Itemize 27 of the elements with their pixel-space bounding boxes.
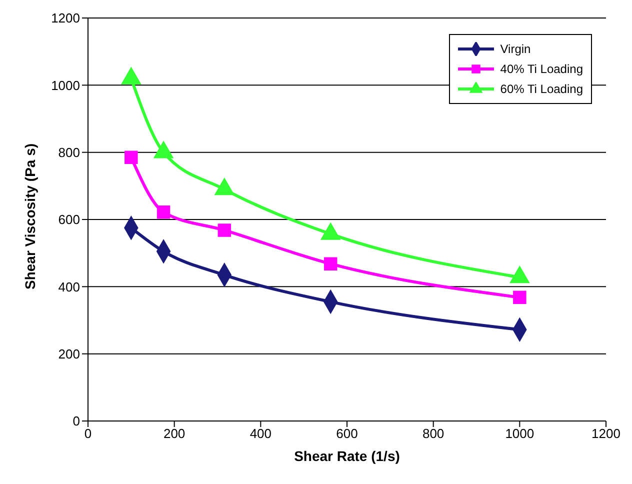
legend-label: 40% Ti Loading — [500, 62, 583, 76]
point — [156, 205, 170, 219]
point — [124, 150, 138, 164]
legend-label: 60% Ti Loading — [500, 82, 583, 96]
point — [121, 67, 141, 84]
point — [513, 290, 526, 304]
x-axis-title: Shear Rate (1/s) — [294, 448, 400, 464]
y-tick-label: 1000 — [51, 78, 80, 93]
y-tick-label: 600 — [58, 212, 80, 228]
x-tick-label: 1000 — [505, 426, 534, 442]
point — [324, 257, 338, 270]
x-tick-label: 1200 — [592, 426, 620, 442]
point — [218, 224, 232, 237]
y-axis-title: Shear Viscosity (Pa s) — [22, 143, 38, 290]
y-tick-label: 1200 — [51, 10, 80, 26]
x-tick-label: 800 — [422, 426, 444, 442]
y-tick-label: 800 — [58, 144, 80, 160]
y-tick-label: 400 — [58, 279, 80, 294]
legend-label: Virgin — [500, 42, 531, 56]
x-tick-label: 0 — [84, 426, 92, 442]
x-tick-label: 200 — [163, 426, 186, 442]
y-tick-label: 0 — [72, 414, 80, 429]
x-tick-label: 600 — [336, 426, 358, 442]
point — [154, 141, 174, 158]
y-tick-label: 200 — [58, 346, 80, 362]
point — [214, 178, 234, 196]
x-tick-label: 400 — [250, 426, 272, 442]
